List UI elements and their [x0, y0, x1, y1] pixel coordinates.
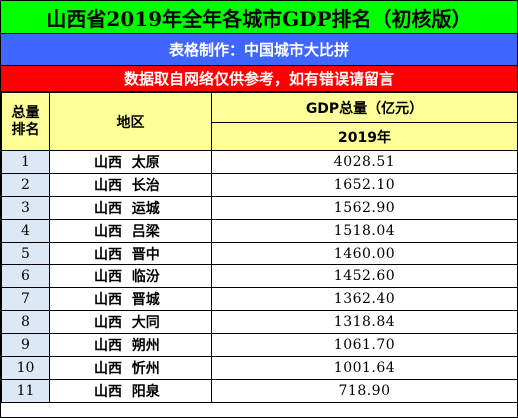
gdp-cell: 1652.10 — [211, 172, 518, 197]
region-cell: 山西 临汾 — [49, 264, 212, 289]
region-cell: 山西 太原 — [49, 150, 212, 174]
rank-header-line2: 排名 — [11, 121, 40, 138]
rank-cell: 3 — [1, 195, 50, 220]
table-row: 6 山西 临汾 1452.60 — [1, 264, 518, 289]
gdp-cell: 1518.04 — [211, 218, 518, 243]
table-row: 11 山西 阳泉 718.90 — [1, 378, 518, 403]
table-row: 4 山西 吕梁 1518.04 — [1, 218, 518, 243]
region-cell: 山西 长治 — [49, 172, 212, 197]
region-cell: 山西 晋中 — [49, 241, 212, 266]
rank-header: 总量 排名 — [1, 92, 50, 151]
gdp-cell: 1362.40 — [211, 287, 518, 312]
table-row: 1 山西 太原 4028.51 — [1, 150, 518, 174]
table-row: 3 山西 运城 1562.90 — [1, 195, 518, 220]
gdp-table: 总量 排名 地区 GDP总量（亿元） 2019年 1 山西 太原 4028.51 2 山… — [1, 92, 518, 403]
region-cell: 山西 阳泉 — [49, 378, 212, 403]
rank-cell: 1 — [1, 150, 50, 174]
gdp-cell: 1001.64 — [211, 356, 518, 380]
region-cell: 山西 运城 — [49, 195, 212, 220]
sheet-title: 山西省2019年全年各城市GDP排名（初核版） — [1, 1, 517, 34]
rank-cell: 11 — [1, 378, 50, 403]
rank-cell: 10 — [1, 356, 50, 380]
region-cell: 山西 吕梁 — [49, 218, 212, 243]
rank-cell: 9 — [1, 333, 50, 358]
table-row: 7 山西 晋城 1362.40 — [1, 287, 518, 312]
table-row: 10 山西 忻州 1001.64 — [1, 356, 518, 380]
gdp-cell: 718.90 — [211, 378, 518, 403]
gdp-cell: 1318.84 — [211, 310, 518, 335]
rank-cell: 8 — [1, 310, 50, 335]
rank-header-line1: 总量 — [11, 104, 40, 121]
region-cell: 山西 朔州 — [49, 333, 212, 358]
table-maker-credit: 表格制作：中国城市大比拼 — [1, 34, 517, 66]
gdp-cell: 4028.51 — [211, 150, 518, 174]
gdp-cell: 1452.60 — [211, 264, 518, 289]
gdp-cell: 1562.90 — [211, 195, 518, 220]
table-row: 5 山西 晋中 1460.00 — [1, 241, 518, 266]
rank-cell: 6 — [1, 264, 50, 289]
gdp-cell: 1061.70 — [211, 333, 518, 358]
disclaimer-note: 数据取自网络仅供参考，如有错误请留言 — [1, 66, 517, 92]
table-row: 8 山西 大同 1318.84 — [1, 310, 518, 335]
region-cell: 山西 大同 — [49, 310, 212, 335]
year-header-row: 2019年 — [2, 122, 518, 151]
region-cell: 山西 晋城 — [49, 287, 212, 312]
table-row: 9 山西 朔州 1061.70 — [1, 333, 518, 358]
table-body: 1 山西 太原 4028.51 2 山西 长治 1652.10 3 山西 运城 1562.90 4… — [1, 150, 518, 403]
table-row: 2 山西 长治 1652.10 — [1, 172, 518, 197]
region-header: 地区 — [49, 92, 212, 151]
gdp-cell: 1460.00 — [211, 241, 518, 266]
rank-cell: 5 — [1, 241, 50, 266]
gdp-header: GDP总量（亿元） — [211, 92, 518, 123]
header-row: 总量 排名 地区 GDP总量（亿元） — [1, 92, 518, 151]
year-header: 2019年 — [211, 122, 518, 151]
rank-cell: 2 — [1, 172, 50, 197]
rank-cell: 4 — [1, 218, 50, 243]
rank-cell: 7 — [1, 287, 50, 312]
region-cell: 山西 忻州 — [49, 356, 212, 380]
